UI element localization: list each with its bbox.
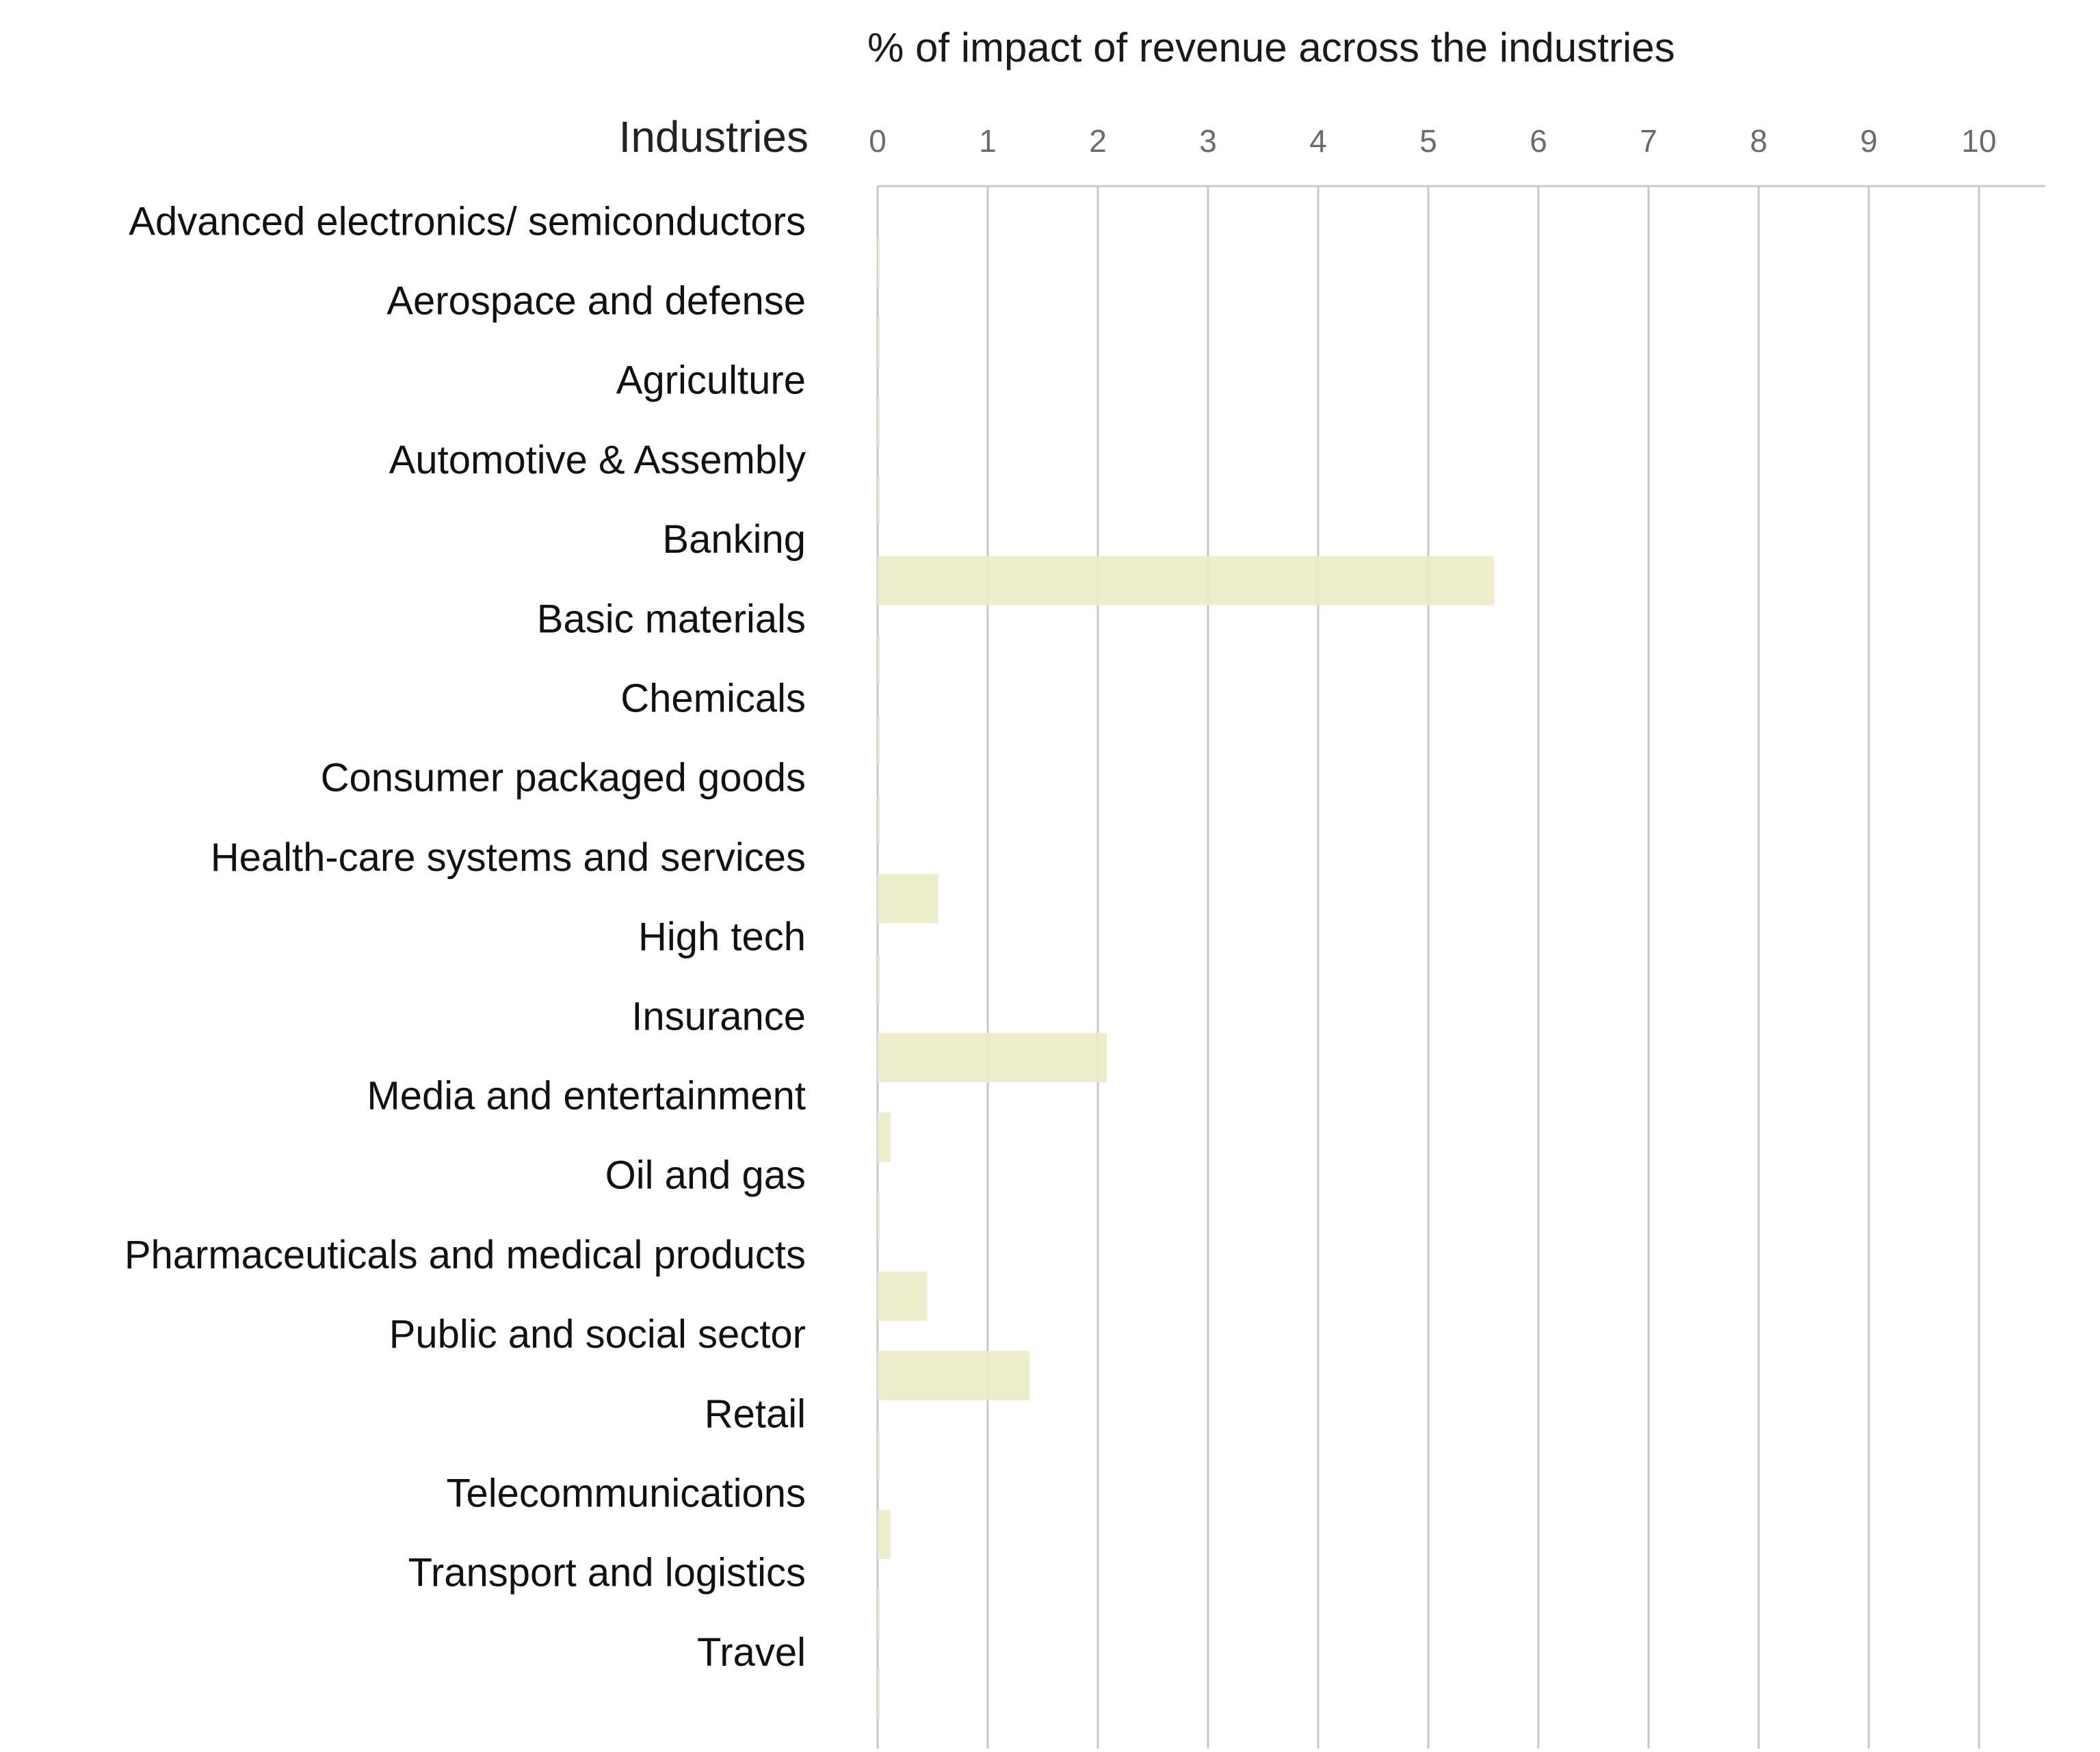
bar xyxy=(878,1669,880,1718)
category-label: Aerospace and defense xyxy=(386,279,806,324)
category-label: Consumer packaged goods xyxy=(321,756,806,800)
category-label: Travel xyxy=(697,1630,806,1675)
bar xyxy=(878,476,880,526)
bars xyxy=(878,238,1495,1718)
bar xyxy=(878,1271,928,1321)
category-label: High tech xyxy=(638,915,806,959)
x-tick-label-8: 8 xyxy=(1750,123,1768,159)
bar xyxy=(878,874,939,924)
category-label: Transport and logistics xyxy=(408,1551,806,1595)
x-axis-ticks: 0 1 2 3 4 5 6 7 8 9 10 xyxy=(869,123,1996,159)
category-label: Agriculture xyxy=(616,358,806,403)
category-label: Public and social sector xyxy=(389,1312,806,1357)
x-tick-label-9: 9 xyxy=(1860,123,1878,159)
bar xyxy=(878,1033,1107,1082)
category-axis-header: Industries xyxy=(619,112,809,161)
bar xyxy=(878,397,880,447)
category-label: Chemicals xyxy=(620,677,806,721)
bar xyxy=(878,238,880,287)
x-tick-label-5: 5 xyxy=(1419,123,1437,159)
bar xyxy=(878,1112,891,1162)
x-tick-label-0: 0 xyxy=(869,123,887,159)
category-labels: Advanced electronics/ semiconductors Aero… xyxy=(124,199,806,1675)
bar xyxy=(878,317,880,367)
category-label: Media and entertainment xyxy=(367,1074,806,1119)
bar xyxy=(878,1192,880,1242)
category-label: Oil and gas xyxy=(605,1153,806,1198)
category-label: Banking xyxy=(662,517,806,562)
category-label: Telecommunications xyxy=(447,1472,806,1516)
x-tick-label-1: 1 xyxy=(979,123,997,159)
bar xyxy=(878,794,880,844)
category-label: Pharmaceuticals and medical products xyxy=(124,1233,806,1277)
x-tick-label-4: 4 xyxy=(1309,123,1327,159)
category-label: Retail xyxy=(705,1391,806,1436)
category-label: Basic materials xyxy=(537,597,806,641)
x-tick-label-2: 2 xyxy=(1089,123,1107,159)
category-label: Advanced electronics/ semiconductors xyxy=(129,199,806,244)
bar xyxy=(878,1350,1030,1400)
bar xyxy=(878,953,880,1003)
bar xyxy=(878,555,1495,605)
bar xyxy=(878,636,880,685)
x-tick-label-7: 7 xyxy=(1640,123,1657,159)
gridlines xyxy=(876,185,2045,1749)
category-label: Automotive & Assembly xyxy=(389,438,806,482)
bar xyxy=(878,1430,880,1480)
x-tick-label-10: 10 xyxy=(1961,123,1996,159)
category-label: Health-care systems and services xyxy=(211,835,806,880)
bar xyxy=(878,715,880,765)
x-tick-label-6: 6 xyxy=(1530,123,1547,159)
x-tick-label-3: 3 xyxy=(1199,123,1217,159)
bar xyxy=(878,1589,880,1639)
bar xyxy=(878,1510,891,1560)
category-label: Insurance xyxy=(631,994,806,1038)
chart-title: % of impact of revenue across the indust… xyxy=(867,25,1675,70)
